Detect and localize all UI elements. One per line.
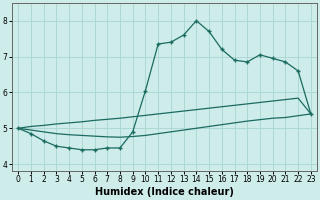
X-axis label: Humidex (Indice chaleur): Humidex (Indice chaleur) — [95, 187, 234, 197]
